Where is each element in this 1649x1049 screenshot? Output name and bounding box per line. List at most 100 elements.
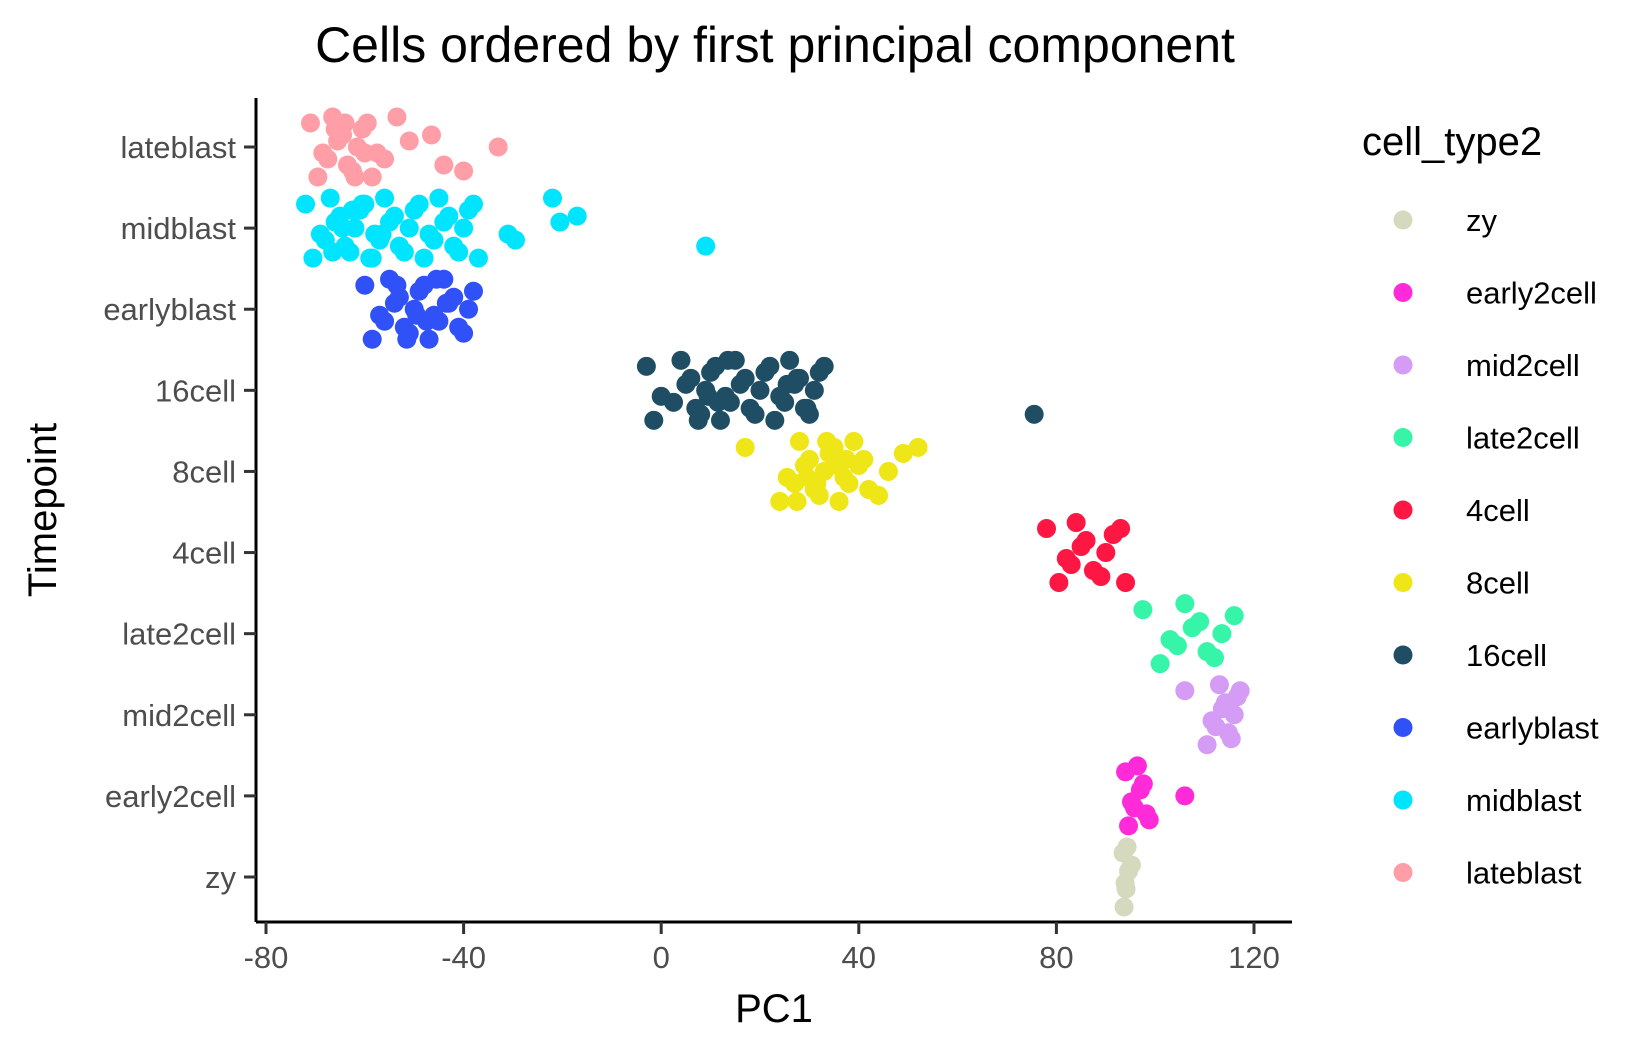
late2cell-point xyxy=(1133,600,1153,620)
early2cell-point xyxy=(1127,756,1147,776)
earlyblast-point xyxy=(454,323,474,343)
midblast-point xyxy=(409,194,429,214)
earlyblast-point xyxy=(362,329,382,349)
late2cell-point xyxy=(1150,654,1170,674)
lateblast-point xyxy=(345,167,365,187)
y-tick-label: 4cell xyxy=(172,536,236,571)
legend-label-4cell: 4cell xyxy=(1466,493,1530,528)
x-tick-label: -40 xyxy=(441,940,486,975)
earlyblast-point xyxy=(459,299,479,319)
4cell-point xyxy=(1037,519,1057,539)
4cell-point xyxy=(1116,573,1136,593)
midblast-point xyxy=(449,242,469,262)
x-tick-label: -80 xyxy=(244,940,289,975)
y-tick-label: midblast xyxy=(121,211,237,246)
mid2cell-point xyxy=(1221,729,1241,749)
8cell-point xyxy=(844,431,864,451)
y-tick-label: zy xyxy=(205,860,237,895)
4cell-point xyxy=(1111,519,1131,539)
8cell-point xyxy=(829,491,849,511)
8cell-point xyxy=(817,431,837,451)
4cell-point xyxy=(1096,543,1116,563)
midblast-point xyxy=(567,206,587,226)
earlyblast-point xyxy=(436,293,456,313)
legend-key-zy xyxy=(1393,210,1413,230)
8cell-point xyxy=(878,461,898,481)
midblast-point xyxy=(550,212,570,232)
16cell-point xyxy=(681,368,701,388)
4cell-point xyxy=(1049,573,1069,593)
16cell-point xyxy=(765,410,785,430)
midblast-point xyxy=(505,230,525,250)
4cell-point xyxy=(1061,555,1081,575)
x-tick-label: 120 xyxy=(1228,940,1280,975)
8cell-point xyxy=(869,485,889,505)
midblast-point xyxy=(296,194,316,214)
midblast-point xyxy=(323,242,343,262)
midblast-point xyxy=(303,248,323,268)
earlyblast-point xyxy=(387,275,407,295)
16cell-point xyxy=(644,410,664,430)
16cell-point xyxy=(750,380,770,400)
midblast-point xyxy=(372,224,392,244)
early2cell-point xyxy=(1175,786,1195,806)
16cell-point xyxy=(797,398,817,418)
16cell-point xyxy=(636,356,656,376)
midblast-point xyxy=(362,248,382,268)
legend-label-late2cell: late2cell xyxy=(1466,421,1580,456)
midblast-point xyxy=(414,248,434,268)
zy-point xyxy=(1121,855,1141,875)
midblast-point xyxy=(439,206,459,226)
legend: cell_type2 zy early2cell mid2cell late2cell… xyxy=(1362,120,1599,891)
midblast-point xyxy=(399,218,419,238)
y-tick-label: earlyblast xyxy=(103,292,236,327)
legend-key-8cell xyxy=(1393,573,1413,592)
earlyblast-point xyxy=(463,281,483,301)
legend-label-lateblast: lateblast xyxy=(1466,856,1582,891)
y-tick-label: lateblast xyxy=(121,130,237,165)
early2cell-point xyxy=(1139,810,1159,830)
8cell-point xyxy=(790,431,810,451)
8cell-point xyxy=(770,491,790,511)
y-tick-label: 8cell xyxy=(172,454,236,489)
4cell-point xyxy=(1066,513,1086,533)
y-tick-label: 16cell xyxy=(155,373,236,408)
midblast-point xyxy=(340,242,360,262)
points-layer xyxy=(296,107,1250,917)
x-axis-title: PC1 xyxy=(735,987,813,1031)
lateblast-point xyxy=(375,149,395,169)
16cell-point xyxy=(775,392,795,412)
midblast-point xyxy=(468,248,488,268)
chart-title: Cells ordered by first principal compone… xyxy=(315,17,1235,73)
legend-key-4cell xyxy=(1393,500,1413,520)
mid2cell-point xyxy=(1197,735,1217,755)
4cell-point xyxy=(1076,531,1096,551)
16cell-point xyxy=(780,350,800,370)
y-tick-label: mid2cell xyxy=(122,698,236,733)
lateblast-point xyxy=(318,149,338,169)
early2cell-point xyxy=(1119,816,1139,836)
late2cell-point xyxy=(1167,636,1187,656)
late2cell-point xyxy=(1224,606,1244,626)
legend-label-early2cell: early2cell xyxy=(1466,276,1597,311)
16cell-point xyxy=(708,392,728,412)
8cell-point xyxy=(893,443,913,463)
zy-point xyxy=(1114,897,1134,917)
lateblast-point xyxy=(421,125,441,145)
16cell-point xyxy=(735,368,755,388)
lateblast-point xyxy=(387,107,407,127)
x-tick-label: 40 xyxy=(842,940,876,975)
mid2cell-point xyxy=(1224,705,1244,725)
lateblast-point xyxy=(355,143,375,163)
x-tick-label: 80 xyxy=(1039,940,1073,975)
16cell-point xyxy=(664,392,684,412)
early2cell-point xyxy=(1133,774,1153,794)
8cell-point xyxy=(836,449,856,469)
late2cell-point xyxy=(1175,594,1195,614)
midblast-point xyxy=(320,188,340,208)
midblast-point xyxy=(454,218,474,238)
late2cell-point xyxy=(1190,612,1210,632)
y-axis-title: Timepoint xyxy=(21,423,65,597)
midblast-point xyxy=(375,188,395,208)
